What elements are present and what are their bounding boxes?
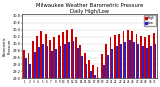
Bar [120,44,122,78]
Bar [58,35,60,78]
Bar [60,46,61,78]
Bar [136,34,137,78]
Bar [124,42,126,78]
Bar [62,32,64,78]
Bar [42,44,44,78]
Bar [94,75,96,78]
Bar [29,64,31,78]
Bar [101,54,103,78]
Bar [66,30,68,78]
Bar [123,31,124,78]
Y-axis label: Barometric
Pressure: Barometric Pressure [3,36,11,56]
Bar [53,37,55,78]
Bar [64,44,66,78]
Bar [84,53,85,78]
Bar [116,46,118,78]
Bar [28,53,29,78]
Bar [144,37,146,78]
Bar [114,35,116,78]
Bar [90,71,92,78]
Bar [105,44,107,78]
Bar [32,41,34,78]
Bar [68,42,70,78]
Bar [36,36,38,78]
Bar [88,60,90,78]
Bar [111,49,113,78]
Bar [92,65,94,78]
Bar [97,67,98,78]
Bar [142,46,144,78]
Bar [47,46,48,78]
Bar [45,34,47,78]
Bar [107,55,109,78]
Bar [137,44,139,78]
Bar [133,42,135,78]
Bar [148,35,150,78]
Bar [38,47,40,78]
Bar [103,65,105,78]
Bar [85,64,87,78]
Legend: High, Low: High, Low [144,15,156,26]
Bar [155,44,156,78]
Bar [131,31,133,78]
Bar [110,37,111,78]
Title: Milwaukee Weather Barometric Pressure
Daily High/Low: Milwaukee Weather Barometric Pressure Da… [36,3,144,14]
Bar [25,58,27,78]
Bar [71,29,72,78]
Bar [79,45,81,78]
Bar [81,56,83,78]
Bar [55,49,57,78]
Bar [146,48,148,78]
Bar [140,36,142,78]
Bar [75,37,77,78]
Bar [150,46,152,78]
Bar [49,40,51,78]
Bar [34,52,36,78]
Bar [118,34,120,78]
Bar [40,31,42,78]
Bar [129,40,131,78]
Bar [51,51,53,78]
Bar [153,33,155,78]
Bar [77,48,79,78]
Bar [72,41,74,78]
Bar [127,30,129,78]
Bar [23,50,25,78]
